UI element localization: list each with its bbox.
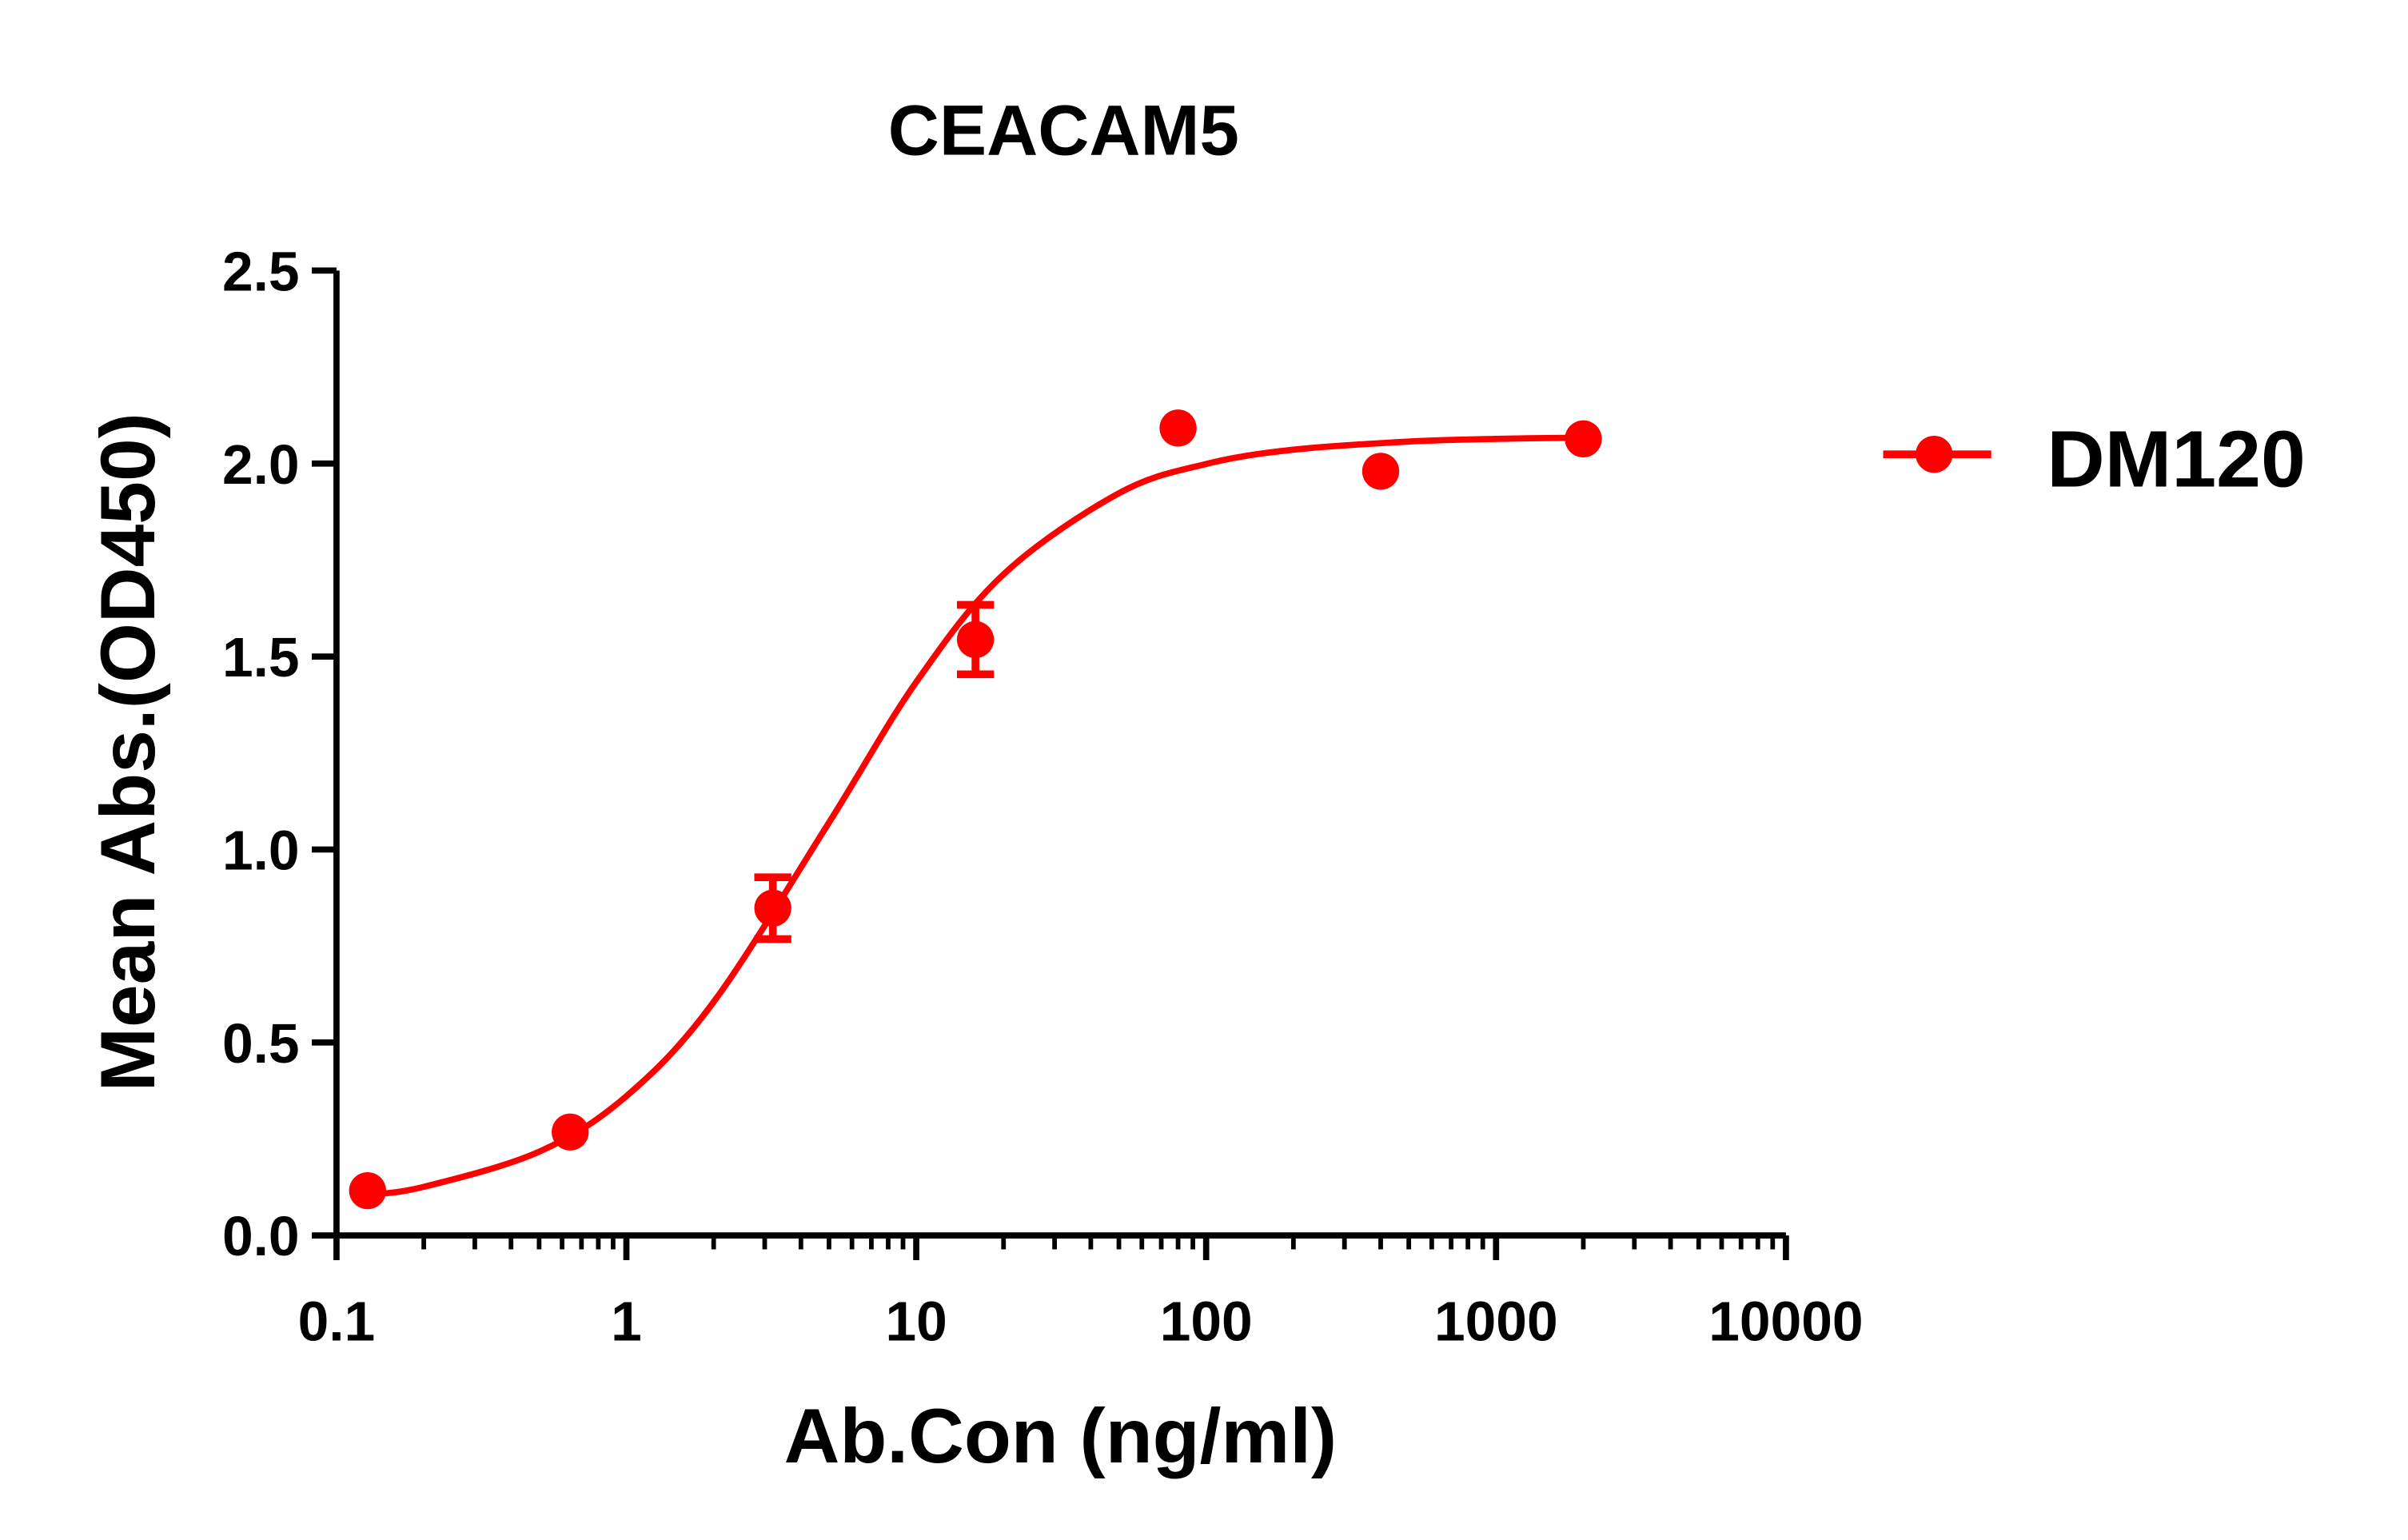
y-tick-label: 1.0 — [222, 820, 300, 882]
data-point — [552, 1113, 589, 1151]
y-tick-label: 1.5 — [222, 626, 300, 688]
legend: DM120 — [1883, 415, 2306, 505]
x-tick-label: 0.1 — [298, 1290, 376, 1352]
y-tick-label: 0.5 — [222, 1012, 300, 1075]
x-axis-label: Ab.Con (ng/ml) — [784, 1394, 1338, 1479]
fit-curve — [367, 434, 1584, 1199]
x-tick-label: 1000 — [1434, 1290, 1558, 1352]
y-axis-label: Mean Abs.(OD450) — [86, 413, 171, 1091]
x-tick-label: 10000 — [1708, 1290, 1863, 1352]
legend-marker — [1916, 435, 1953, 473]
x-tick-label: 100 — [1160, 1290, 1253, 1352]
legend-label: DM120 — [2047, 415, 2306, 505]
y-tick-label: 2.0 — [222, 433, 300, 496]
data-point — [1565, 420, 1602, 458]
x-tick-label: 10 — [885, 1290, 947, 1352]
data-point — [754, 889, 791, 927]
plot-area — [349, 409, 1602, 1210]
data-point — [1361, 453, 1400, 490]
axes: 0.1 1 10 100 1000 10000 0.0 0.5 1.0 1.5 2.0 2.5 — [222, 240, 1864, 1352]
x-tick-label: 1 — [611, 1290, 642, 1352]
y-tick-label: 2.5 — [222, 240, 300, 302]
y-tick-label: 0.0 — [222, 1205, 300, 1267]
chart-title: CEACAM5 — [888, 91, 1239, 170]
data-point — [1159, 409, 1197, 447]
data-point — [349, 1171, 386, 1210]
data-point — [956, 620, 995, 659]
